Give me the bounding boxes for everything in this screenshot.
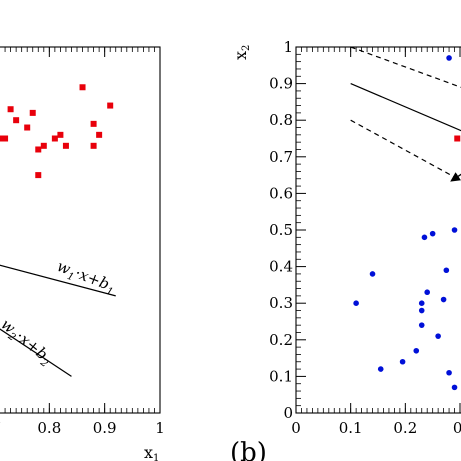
x-tick-label: 0. — [453, 419, 461, 437]
data-point-circle — [418, 307, 425, 314]
data-point-square — [35, 172, 42, 179]
data-point-square — [29, 109, 36, 116]
data-point-square — [2, 135, 9, 142]
decision-line — [0, 328, 72, 377]
y-tick-label: 0 — [283, 404, 293, 422]
y-tick-label: 0.1 — [269, 367, 293, 385]
margin-lines-b — [350, 46, 461, 182]
data-point-circle — [446, 55, 452, 61]
y-tick-label: 0.7 — [269, 148, 293, 166]
data-point-circle — [421, 234, 428, 241]
x-tick-label: 0.1 — [339, 419, 363, 437]
y-tick-label: 0.4 — [269, 258, 293, 276]
y-tick-label: 0.2 — [269, 331, 293, 349]
x-ticks-a: .7 0.8 0.9 1 — [0, 47, 165, 437]
data-point-square — [62, 142, 69, 149]
data-point-square — [57, 131, 64, 138]
data-points-b — [353, 55, 461, 391]
data-point-circle — [399, 358, 406, 365]
data-point-circle — [440, 296, 447, 303]
data-point-circle — [353, 300, 359, 307]
data-point-circle — [443, 267, 450, 274]
data-point-square — [24, 124, 31, 131]
data-point-square — [454, 135, 461, 142]
data-point-square — [51, 135, 58, 142]
y-axis-title-b: x2 — [231, 45, 252, 60]
decision-lines-a — [0, 264, 116, 377]
data-point-square — [35, 146, 42, 153]
x-tick-label: 0.8 — [37, 419, 61, 437]
data-point-square — [90, 120, 97, 127]
margin-arrow — [450, 172, 461, 182]
data-point-circle — [435, 333, 441, 339]
y-tick-label: 1 — [283, 38, 293, 56]
decision-line — [0, 264, 116, 297]
plot-frame-a — [0, 46, 161, 414]
data-point-circle — [369, 271, 376, 277]
y-tick-label: 0.6 — [269, 184, 293, 202]
y-tick-label: 0.9 — [269, 75, 293, 93]
data-point-circle — [451, 227, 458, 233]
y-tick-label: 0.5 — [269, 221, 293, 239]
data-point-circle — [451, 384, 458, 391]
data-point-circle — [377, 366, 384, 372]
data-point-square — [96, 131, 103, 138]
data-point-circle — [429, 230, 436, 237]
x-tick-label: 0 — [291, 419, 301, 437]
x-tick-label: 0.9 — [93, 419, 117, 437]
data-point-circle — [424, 289, 431, 296]
y-tick-label: 0.8 — [269, 111, 293, 129]
y-tick-label: 0.3 — [269, 294, 293, 312]
x-tick-label: 0.2 — [393, 419, 417, 437]
plot-frame-b — [295, 46, 461, 414]
data-point-circle — [418, 322, 425, 328]
data-point-square — [0, 135, 3, 142]
data-point-square — [13, 117, 20, 124]
axis-ticks-b: 0 0.1 0.2 0. 0 0.1 0.2 0.3 0.4 0.5 0.6 0.7 0.8 0.9 1 — [269, 38, 461, 437]
data-point-square — [79, 84, 86, 91]
data-point-square — [40, 142, 47, 149]
margin-line-dashed — [350, 46, 461, 88]
x-axis-title-a: x1 — [144, 443, 159, 461]
data-point-circle — [413, 347, 420, 354]
panel-a: .7 0.8 0.9 1 w1·x+b1 w2·x+b2 x1 — [0, 46, 165, 461]
panel-b: 0 0.1 0.2 0. 0 0.1 0.2 0.3 0.4 0.5 0.6 0.7 0.8 0.9 1 x… — [230, 38, 461, 461]
data-point-circle — [418, 300, 425, 307]
decision-line — [350, 83, 461, 132]
data-point-square — [90, 142, 97, 149]
data-point-circle — [446, 369, 452, 376]
x-tick-label: .7 — [0, 419, 1, 437]
data-points-a — [0, 84, 114, 179]
line-label-w2: w2·x+b2 — [0, 315, 56, 370]
margin-line-dashed — [350, 119, 461, 182]
line-label-w1: w1·x+b1 — [53, 257, 117, 298]
data-point-square — [107, 102, 114, 109]
data-point-square — [7, 106, 14, 113]
x-tick-label: 1 — [155, 419, 165, 437]
margin-arrow-b — [450, 172, 461, 182]
panel-label-b: (b) — [230, 438, 267, 461]
